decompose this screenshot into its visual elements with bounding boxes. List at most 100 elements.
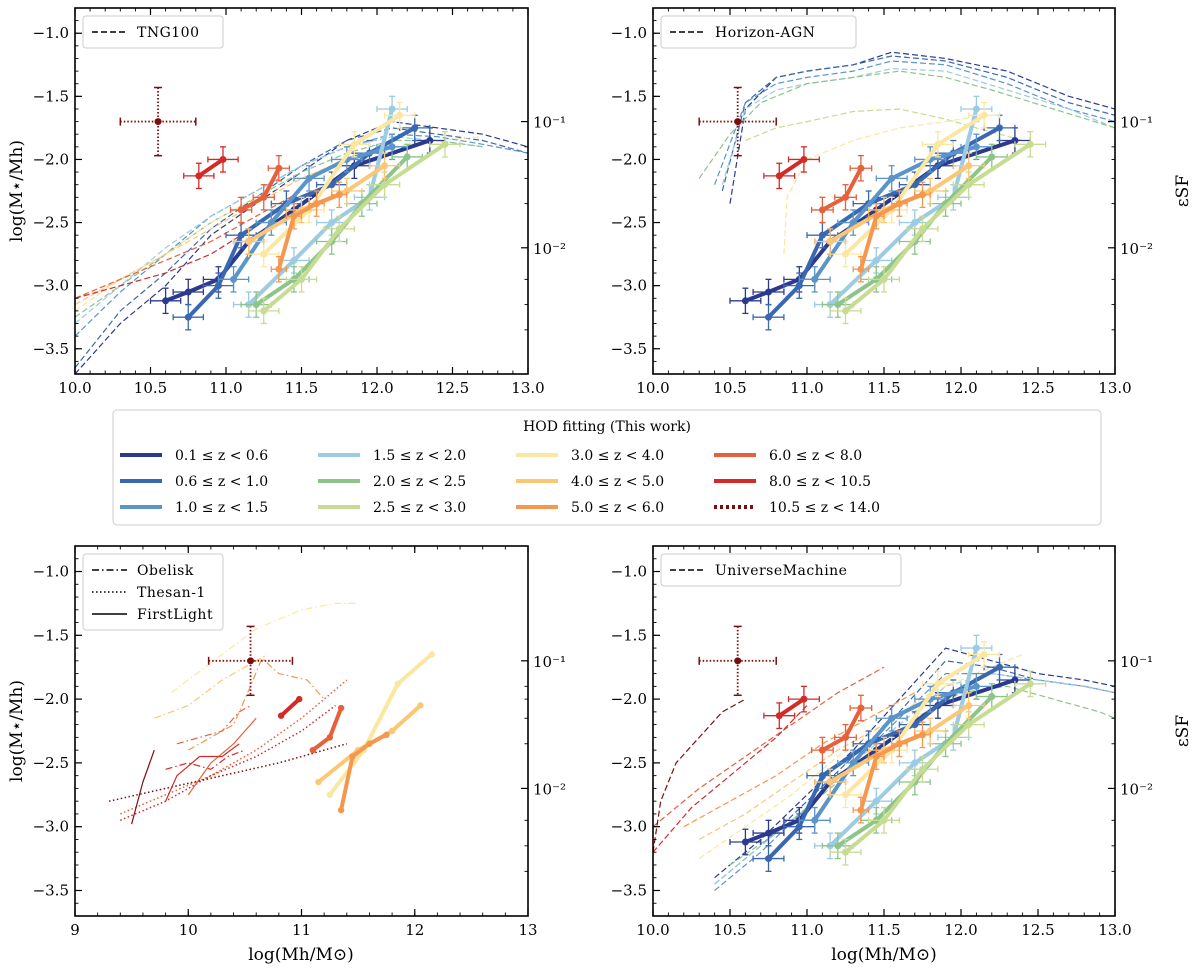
y-tick-label: −1.5 (33, 626, 69, 644)
data-point (1026, 680, 1034, 688)
hod-fit-line (843, 113, 987, 257)
data-point (741, 297, 749, 305)
data-point (343, 187, 351, 195)
legend-label: Thesan-1 (137, 585, 206, 601)
data-point (919, 731, 926, 739)
data-point (298, 275, 305, 283)
data-point (972, 682, 980, 690)
x-tick-label: 10.5 (713, 379, 746, 397)
secondary-y-tick-label: 10⁻² (1120, 780, 1153, 798)
data-point (842, 193, 849, 201)
plot-frame (74, 7, 529, 375)
axis-ticks: 9 10 11 12 13 −1.0 −1.5 −2.0 −2.5 −3.0 −3.5 10⁻¹ 10⁻… (33, 546, 566, 939)
series-line (165, 749, 246, 770)
x-tick-label: 12.5 (436, 379, 469, 397)
data-point (337, 806, 345, 814)
axis-ticks: 10.0 10.5 11.0 11.5 12.0 12.5 13.0 −1.0 −1.5 −2.0… (611, 8, 1153, 397)
legend-label: 3.0 ≤ z < 4.0 (571, 448, 664, 464)
legend-label: UniverseMachine (715, 563, 847, 579)
data-point (926, 727, 934, 735)
plot-frame (652, 545, 1116, 917)
panel-universemachine: 10.0 10.5 11.0 11.5 12.0 12.5 13.0 −1.0 −1.5 −2.0… (611, 545, 1193, 965)
data-point (337, 704, 345, 712)
y-tick-label: −2.5 (33, 214, 69, 232)
data-point (826, 237, 834, 245)
data-point (972, 143, 980, 151)
secondary-y-tick-label: 10⁻¹ (533, 114, 566, 132)
data-point (880, 275, 888, 283)
data-point (388, 143, 396, 151)
series-line (714, 672, 1115, 891)
x-tick-label: 12 (405, 921, 424, 939)
data-point (309, 746, 317, 754)
data-point (857, 265, 865, 273)
series-line (783, 114, 985, 255)
x-tick-label: 12.5 (1021, 379, 1054, 397)
data-point (872, 256, 880, 264)
series-line (653, 705, 808, 853)
data-point (383, 731, 390, 739)
legend-label: 6.0 ≤ z < 8.0 (769, 448, 862, 464)
data-point (441, 140, 449, 148)
data-point (296, 695, 303, 703)
legend-label: 2.5 ≤ z < 3.0 (373, 500, 466, 516)
series-line (310, 706, 344, 753)
data-point (919, 191, 926, 199)
y-tick-label: −2.0 (33, 150, 69, 168)
x-tick-label: 10.0 (58, 379, 91, 397)
data-point (842, 307, 849, 315)
y-tick-label: −1.5 (611, 626, 647, 644)
series-line (714, 660, 1115, 885)
hod-fit-line (858, 732, 925, 813)
y-tick-label: −2.5 (611, 214, 647, 232)
secondary-y-tick-label: 10⁻² (1120, 240, 1153, 258)
x-tick-label: 13 (518, 921, 537, 939)
x-tick-label: 12.0 (944, 921, 977, 939)
data-point (996, 124, 1003, 132)
legend-label: 10.5 ≤ z < 14.0 (769, 500, 880, 516)
series-line (108, 743, 348, 802)
data-point (267, 219, 275, 227)
data-point (872, 753, 880, 761)
data-point (734, 657, 742, 665)
data-point (394, 680, 401, 687)
secondary-y-tick-label: 10⁻¹ (1120, 114, 1153, 132)
legend-frame (82, 15, 224, 49)
sim-legend: TNG100 (82, 15, 224, 49)
data-point (800, 155, 808, 163)
y-tick-label: −1.5 (611, 87, 647, 105)
data-point (417, 702, 424, 709)
series-line (653, 666, 885, 828)
data-point (237, 231, 245, 239)
data-point (237, 206, 245, 214)
data-point (305, 174, 313, 182)
data-point (818, 231, 826, 239)
hod-fit-line (858, 192, 925, 272)
series-line (187, 717, 257, 796)
legend-label: Obelisk (137, 563, 194, 579)
data-point (988, 693, 996, 701)
data-point (765, 288, 772, 296)
data-point (245, 237, 253, 245)
series-line (188, 657, 325, 751)
data-point (818, 746, 826, 754)
data-point (260, 307, 268, 315)
x-tick-label: 13.0 (1098, 921, 1131, 939)
data-point (396, 111, 404, 119)
data-point (834, 842, 842, 850)
secondary-y-tick-label: 10⁻² (533, 240, 566, 258)
data-point (326, 734, 334, 741)
data-point (926, 187, 934, 195)
data-point (335, 225, 343, 233)
y-tick-label: −2.5 (33, 754, 69, 772)
legend-label: 4.0 ≤ z < 5.0 (571, 474, 664, 490)
panel-tng100: 10.0 10.5 11.0 11.5 12.0 12.5 13.0 −1.0 −1.5 −2.0… (7, 7, 566, 397)
data-point (335, 191, 343, 199)
x-axis-label: log(Mh/M⊙) (248, 945, 354, 965)
data-point (857, 164, 865, 172)
data-point (895, 200, 903, 208)
data-point (765, 829, 772, 837)
data-point (911, 219, 919, 227)
y-axis-label: log(M⋆/Mh) (7, 140, 27, 242)
